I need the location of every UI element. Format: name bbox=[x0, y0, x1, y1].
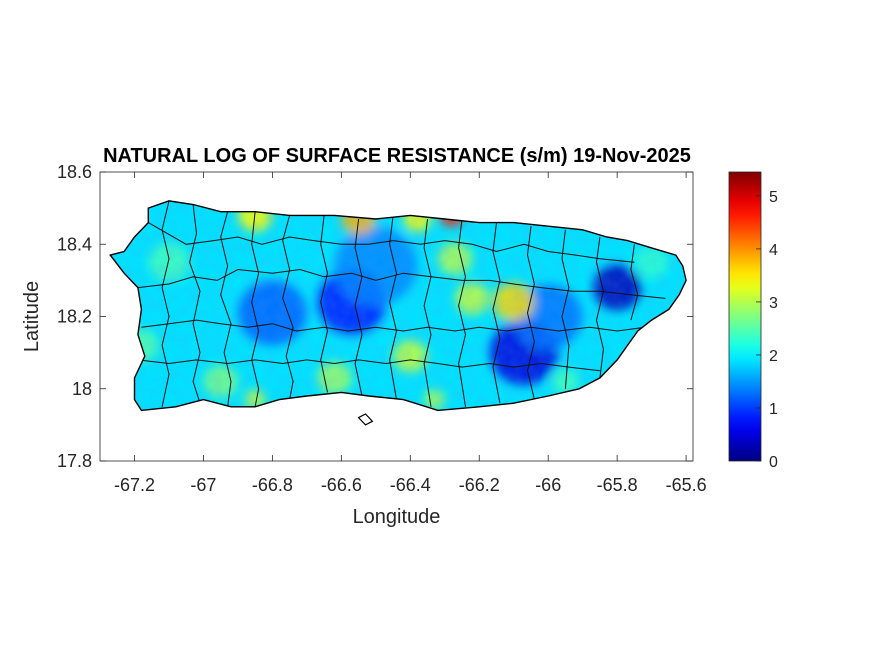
boundary-line bbox=[595, 236, 604, 378]
boundary-line bbox=[141, 319, 645, 332]
boundary-line bbox=[389, 215, 398, 400]
y-tick-label: 18.4 bbox=[57, 234, 92, 254]
boundary-line bbox=[492, 222, 501, 404]
colorbar-tick-label: 4 bbox=[769, 242, 778, 259]
colorbar-tick-label: 5 bbox=[769, 189, 778, 206]
boundary-line bbox=[423, 218, 432, 407]
x-tick-label: -67.2 bbox=[114, 475, 155, 495]
islet-outline bbox=[357, 413, 374, 426]
colorbar-gradient bbox=[728, 171, 762, 462]
boundary-line bbox=[161, 200, 170, 407]
boundary-line bbox=[220, 211, 232, 407]
x-tick-label: -66.6 bbox=[321, 475, 362, 495]
y-tick-label: 18 bbox=[72, 379, 92, 399]
municipality-boundaries bbox=[137, 200, 666, 407]
boundary-line bbox=[137, 359, 600, 372]
boundary-line bbox=[251, 211, 260, 407]
x-tick-label: -66.2 bbox=[459, 475, 500, 495]
x-tick-label: -65.8 bbox=[597, 475, 638, 495]
x-tick-label: -65.6 bbox=[666, 475, 707, 495]
x-tick-label: -66.8 bbox=[252, 475, 293, 495]
boundary-line bbox=[137, 268, 666, 299]
x-axis: -67.2 -67 -66.8 -66.6 -66.4 -66.2 -66 -65.8 -65.… bbox=[114, 172, 707, 495]
y-axis-label: Latitude bbox=[21, 281, 43, 352]
boundary-line bbox=[354, 218, 363, 397]
colorbar: 0 1 2 3 4 5 bbox=[728, 171, 778, 471]
x-tick-label: -66 bbox=[535, 475, 561, 495]
boundary-line bbox=[630, 244, 639, 321]
colorbar-ticks: 0 1 2 3 4 5 bbox=[756, 189, 778, 471]
y-tick-label: 17.8 bbox=[57, 451, 92, 471]
y-tick-label: 18.6 bbox=[57, 162, 92, 182]
island-outline bbox=[109, 200, 687, 412]
boundary-line bbox=[526, 226, 535, 400]
colorbar-tick-label: 0 bbox=[769, 454, 778, 471]
y-axis: 17.8 18 18.2 18.4 18.6 bbox=[57, 162, 693, 471]
x-tick-label: -66.4 bbox=[390, 475, 431, 495]
colorbar-tick-label: 2 bbox=[769, 348, 778, 365]
x-axis-label: Longitude bbox=[353, 506, 441, 528]
boundary-line bbox=[458, 218, 467, 407]
colorbar-tick-label: 3 bbox=[769, 295, 778, 312]
boundary-line bbox=[148, 222, 635, 263]
x-tick-label: -67 bbox=[190, 475, 216, 495]
y-tick-label: 18.2 bbox=[57, 307, 92, 327]
boundary-line bbox=[561, 229, 570, 389]
boundary-line bbox=[282, 215, 294, 400]
field-texture bbox=[110, 200, 687, 411]
boundary-line bbox=[320, 215, 329, 393]
boundary-line bbox=[189, 204, 201, 404]
chart-title: NATURAL LOG OF SURFACE RESISTANCE (s/m) … bbox=[103, 145, 691, 167]
colorbar-tick-label: 1 bbox=[769, 401, 778, 418]
